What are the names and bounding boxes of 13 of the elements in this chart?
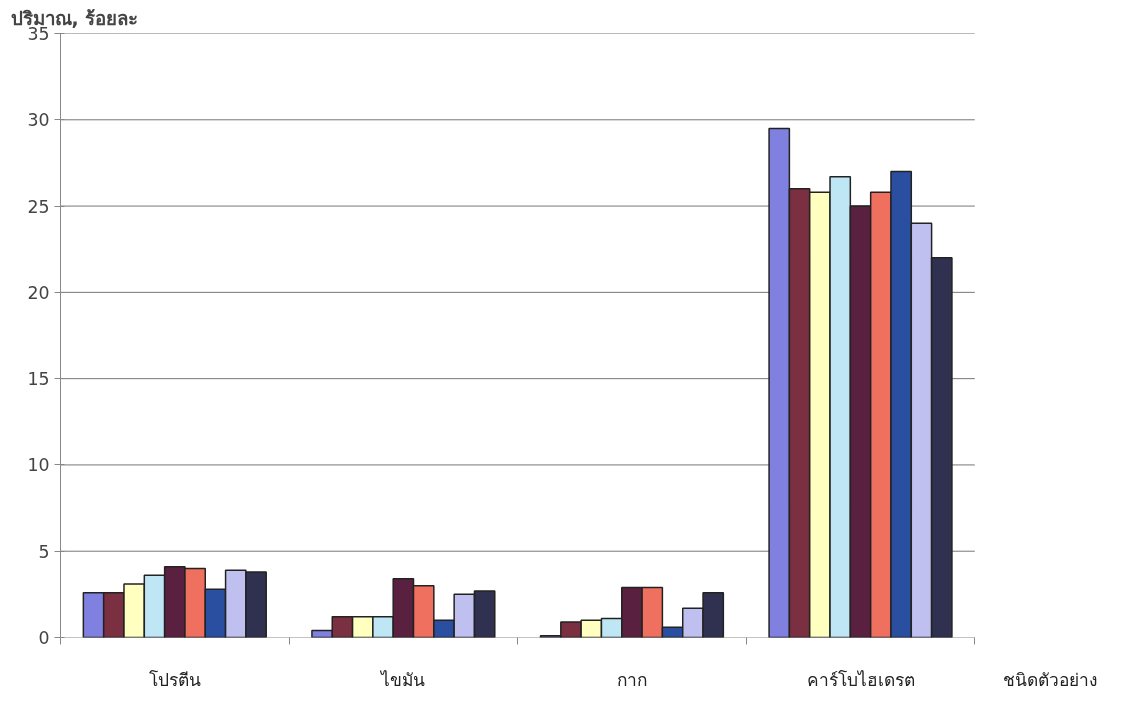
x-tick-label: กาก bbox=[616, 669, 647, 690]
y-tick-label: 10 bbox=[27, 455, 50, 476]
x-tick-label: โปรตีน bbox=[148, 669, 201, 690]
x-tick-label: ไขมัน bbox=[379, 669, 426, 690]
y-tick-label: 5 bbox=[38, 541, 50, 562]
y-tick-label: 25 bbox=[27, 196, 50, 217]
y-tick-label: 0 bbox=[38, 628, 50, 648]
y-tick-label: 15 bbox=[27, 369, 50, 390]
x-axis-title: ชนิดตัวอย่าง bbox=[1003, 669, 1098, 690]
x-tick-label: คาร์โบไฮเดรต bbox=[806, 669, 915, 690]
y-axis-title: ปริมาณ, ร้อยละ bbox=[10, 7, 139, 29]
y-tick-label: 30 bbox=[27, 110, 50, 131]
y-tick-label: 20 bbox=[27, 282, 50, 303]
